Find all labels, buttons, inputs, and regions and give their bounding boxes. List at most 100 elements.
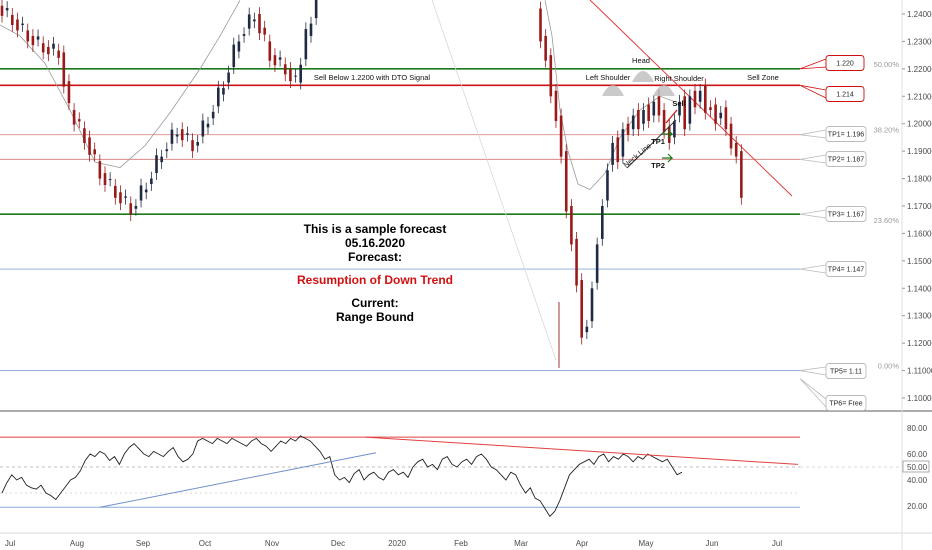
price-tick-label: 1.14000 [907,284,932,293]
candle-body [253,19,256,22]
candle-body [21,23,24,25]
candle-body [47,46,50,55]
callout-box [825,126,867,142]
left-shoulder-hump [602,85,624,96]
callout-label: TP1= 1.196 [828,132,864,139]
price-tick-label: 1.22000 [907,65,932,74]
left-shoulder-label: Left Shoulder [586,73,631,82]
candle-body [709,107,712,110]
candle-body [683,96,686,130]
time-tick-label: Aug [70,539,84,548]
price-tick-label: 1.12000 [907,339,932,348]
time-tick-label: Nov [265,539,279,548]
tp1-label: TP1 [651,137,665,146]
price-tick-label: 1.16000 [907,229,932,238]
time-tick-label: Jun [706,539,719,548]
candle-body [570,206,573,245]
tp2-arrow [662,153,674,163]
candle-body [139,185,143,201]
candle-body [554,90,558,121]
candle-body [175,134,179,137]
candle-body [247,14,251,29]
callout-label: TP6= Free [829,401,862,408]
time-tick-label: Dec [331,539,345,548]
candle-body [62,52,66,87]
candle-body [575,238,578,286]
right-shoulder-label: Right Shoulder [654,74,704,83]
candle-body [237,41,241,52]
candle-body [544,35,547,61]
candle-body [93,149,96,155]
candle-body [585,326,589,333]
callout-label: 1.214 [836,92,854,99]
oscillator-tick-label: 40.00 [907,476,928,485]
callout-pointer [799,209,827,219]
candle-body [242,34,246,36]
candle-body [724,107,728,130]
candle-body [155,155,158,174]
candle-body [186,133,189,135]
callout-box [825,363,867,379]
moving-average [0,0,241,169]
candle-body [83,128,86,143]
candle-body [258,14,261,34]
candle-body [5,8,9,11]
candle-body [580,280,583,338]
candle-body [304,29,308,60]
sell-below-text: Sell Below 1.2200 with DTO Signal [314,73,431,82]
neck-line [626,119,677,169]
price-tick-label: 1.15000 [907,257,932,266]
candle-body [52,43,55,49]
candle-body [201,120,205,137]
candle-body [309,23,313,36]
candle-body [165,149,169,152]
price-tick-label: 1.11000 [907,367,932,376]
candle-body [283,64,287,75]
candle-body [273,55,277,66]
time-tick-label: Oct [199,539,212,548]
callout-label: TP5= 1.11 [830,369,862,376]
price-tick-label: 1.24000 [907,10,932,19]
forecast-line1: This is a sample forecast [303,222,447,236]
candle-body [217,87,220,107]
candle-body [734,142,738,157]
time-tick-label: May [638,539,653,548]
time-tick-label: Apr [576,539,589,548]
candle-body [294,75,297,77]
callout-box [825,55,865,71]
candle-body [631,115,635,130]
price-tick-label: 1.10000 [907,394,932,403]
oscillator-downtrend [364,436,799,465]
candle-body [704,85,707,113]
candle-body [595,244,599,283]
candle-body [108,179,112,181]
candle-body [289,68,292,82]
candle-body [601,206,604,239]
candle-body [26,30,30,42]
candle-body [88,137,91,155]
callout-pointer [799,366,827,376]
candle-body [196,142,199,146]
time-tick-label: Mar [514,539,528,548]
candle-body [211,111,215,119]
candle-body [559,115,563,157]
candle-body [678,101,681,116]
candle-body [263,27,266,35]
candle-body [611,142,614,165]
candle-body [606,170,609,201]
sell-arrow [665,109,678,124]
candle-body [564,151,568,212]
callout-label: TP2= 1.187 [828,157,864,164]
callout-pointer [799,154,827,164]
price-tick-label: 1.19000 [907,147,932,156]
candle-body [698,90,702,102]
price-tick-label: 1.13000 [907,312,932,321]
candle-body [67,81,71,104]
forecast-date: 05.16.2020 [344,236,406,250]
candle-body [662,110,666,132]
candle-body [57,50,60,58]
price-tick-label: 1.20000 [907,120,932,129]
moving-average [544,0,676,191]
forecast-value: Resumption of Down Trend [297,273,453,287]
